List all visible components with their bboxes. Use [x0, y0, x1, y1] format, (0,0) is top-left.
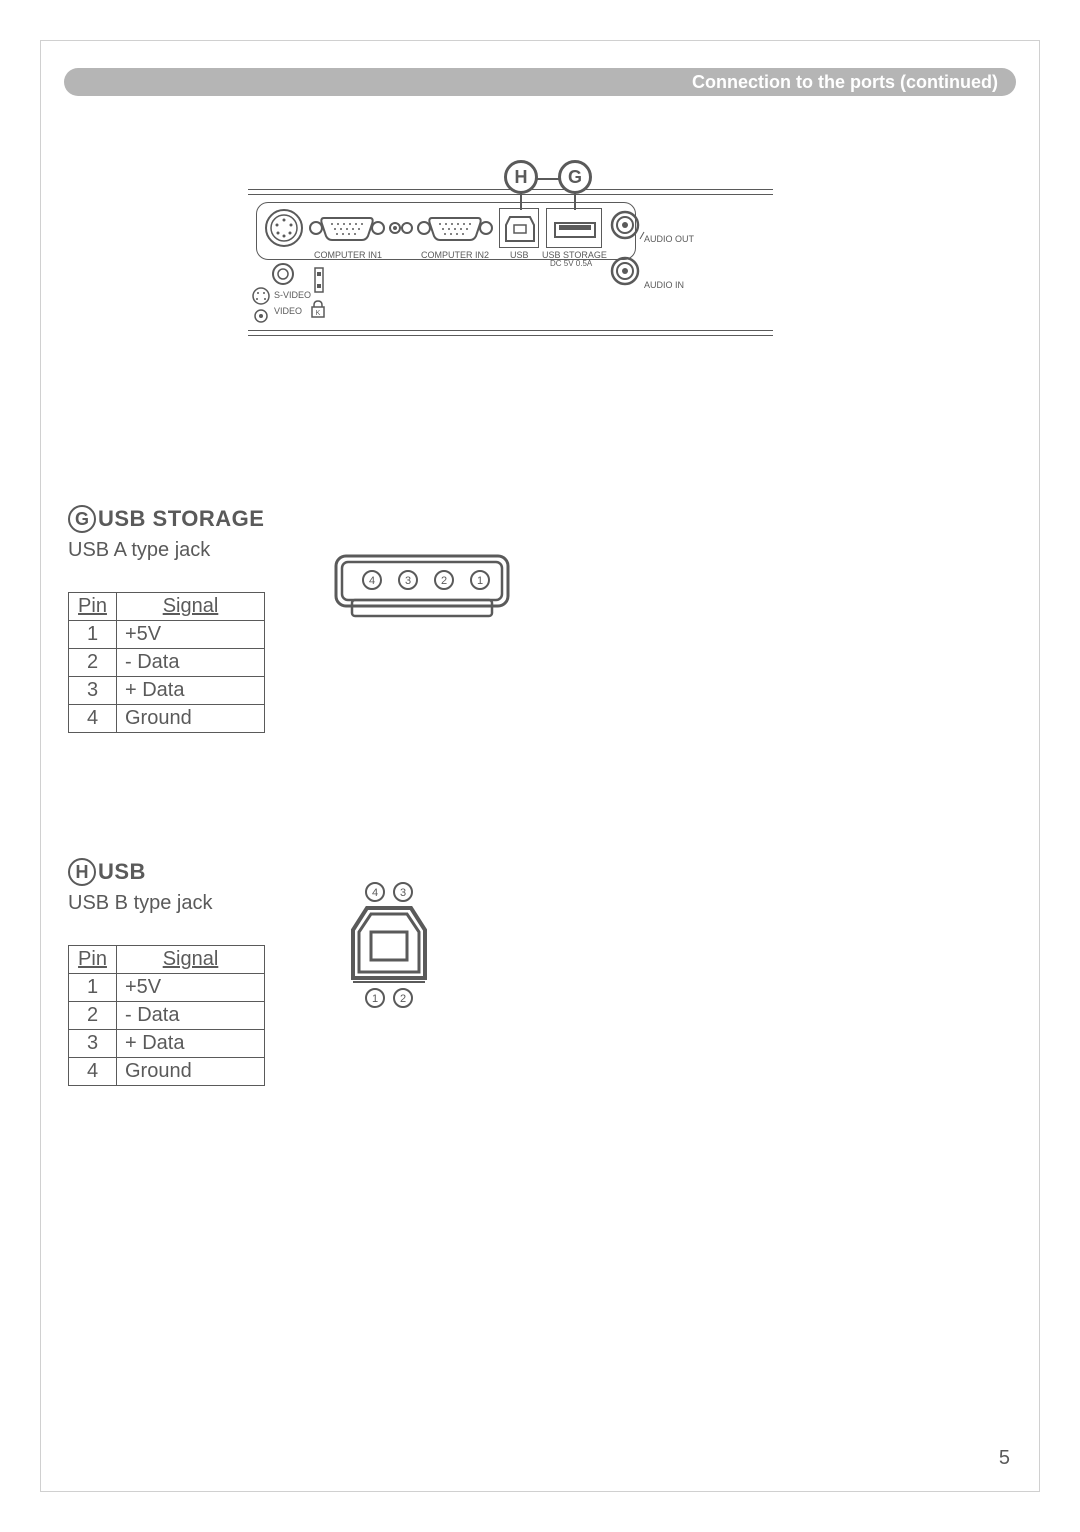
usb-b-port-icon: [500, 209, 540, 249]
letter-g-icon: G: [68, 505, 96, 533]
td-pin: 1: [69, 621, 117, 649]
usb-storage-port-box: [546, 208, 602, 248]
section-h-subtitle: USB B type jack: [68, 892, 265, 915]
label-audio-in: AUDIO IN: [644, 280, 684, 290]
section-g: G USB STORAGE USB A type jack Pin Signal…: [68, 505, 265, 733]
label-usb-storage-2: DC 5V 0.5A: [550, 259, 592, 268]
svg-text:2: 2: [400, 993, 406, 1005]
label-audio-out: AUDIO OUT: [644, 234, 694, 244]
td-pin: 1: [69, 974, 117, 1002]
td-signal: +5V: [117, 974, 265, 1002]
section-h-title-text: USB: [98, 859, 146, 885]
usb-b-jack-diagram: 4 3 1 2: [345, 880, 439, 1015]
usb-a-jack-diagram: 4 3 2 1: [332, 552, 512, 629]
svg-text:3: 3: [400, 887, 406, 899]
table-h: Pin Signal 1+5V 2- Data 3+ Data 4Ground: [68, 945, 265, 1086]
label-svideo: S-VIDEO: [274, 290, 311, 300]
label-usb: USB: [510, 250, 529, 260]
td-signal: + Data: [117, 677, 265, 705]
td-signal: - Data: [117, 649, 265, 677]
pin-1-label: 1: [477, 575, 483, 587]
center-jacks-icon: [388, 218, 414, 238]
label-computer-in2: COMPUTER IN2: [421, 250, 489, 260]
svg-text:4: 4: [372, 887, 378, 899]
header-title: Connection to the ports (continued): [692, 72, 998, 93]
td-pin: 3: [69, 677, 117, 705]
section-h: H USB USB B type jack Pin Signal 1+5V 2-…: [68, 858, 265, 1086]
td-signal: Ground: [117, 1058, 265, 1086]
td-signal: + Data: [117, 1030, 265, 1058]
td-pin: 2: [69, 1002, 117, 1030]
td-signal: +5V: [117, 621, 265, 649]
bar-icon: [313, 266, 325, 296]
th-pin: Pin: [69, 593, 117, 621]
table-g: Pin Signal 1+5V 2- Data 3+ Data 4Ground: [68, 592, 265, 733]
td-pin: 4: [69, 705, 117, 733]
usb-port-box: [499, 208, 539, 248]
pin-2-label: 2: [441, 575, 447, 587]
letter-h-icon: H: [68, 858, 96, 886]
callout-line: [520, 193, 522, 210]
section-h-title: H USB: [68, 858, 265, 886]
callout-line: [537, 178, 559, 180]
pin-4-label: 4: [369, 575, 375, 587]
header-bar: Connection to the ports (continued): [64, 68, 1016, 96]
page-number: 5: [999, 1447, 1010, 1470]
lock-icon: K: [310, 300, 326, 318]
td-pin: 4: [69, 1058, 117, 1086]
port-panel-diagram: H G: [248, 160, 773, 370]
td-signal: Ground: [117, 705, 265, 733]
label-video: VIDEO: [274, 306, 302, 316]
svideo-video-icon: [248, 286, 274, 326]
section-g-title: G USB STORAGE: [68, 505, 265, 533]
th-pin: Pin: [69, 946, 117, 974]
lead-line: [606, 228, 646, 242]
svg-text:K: K: [316, 310, 321, 317]
vga-port-2-icon: [416, 214, 494, 242]
label-computer-in1: COMPUTER IN1: [314, 250, 382, 260]
audio-jack-icon: [268, 262, 298, 286]
td-pin: 3: [69, 1030, 117, 1058]
svg-text:1: 1: [372, 993, 378, 1005]
td-pin: 2: [69, 649, 117, 677]
td-signal: - Data: [117, 1002, 265, 1030]
section-g-title-text: USB STORAGE: [98, 506, 264, 532]
din-port-icon: [264, 208, 304, 248]
section-g-subtitle: USB A type jack: [68, 539, 265, 562]
audio-in-jack-icon: [610, 256, 640, 286]
usb-a-port-icon: [547, 209, 603, 249]
th-signal: Signal: [117, 593, 265, 621]
pin-3-label: 3: [405, 575, 411, 587]
vga-port-1-icon: [308, 214, 386, 242]
callout-line: [574, 193, 576, 210]
callout-h: H: [504, 160, 538, 194]
th-signal: Signal: [117, 946, 265, 974]
callout-g: G: [558, 160, 592, 194]
